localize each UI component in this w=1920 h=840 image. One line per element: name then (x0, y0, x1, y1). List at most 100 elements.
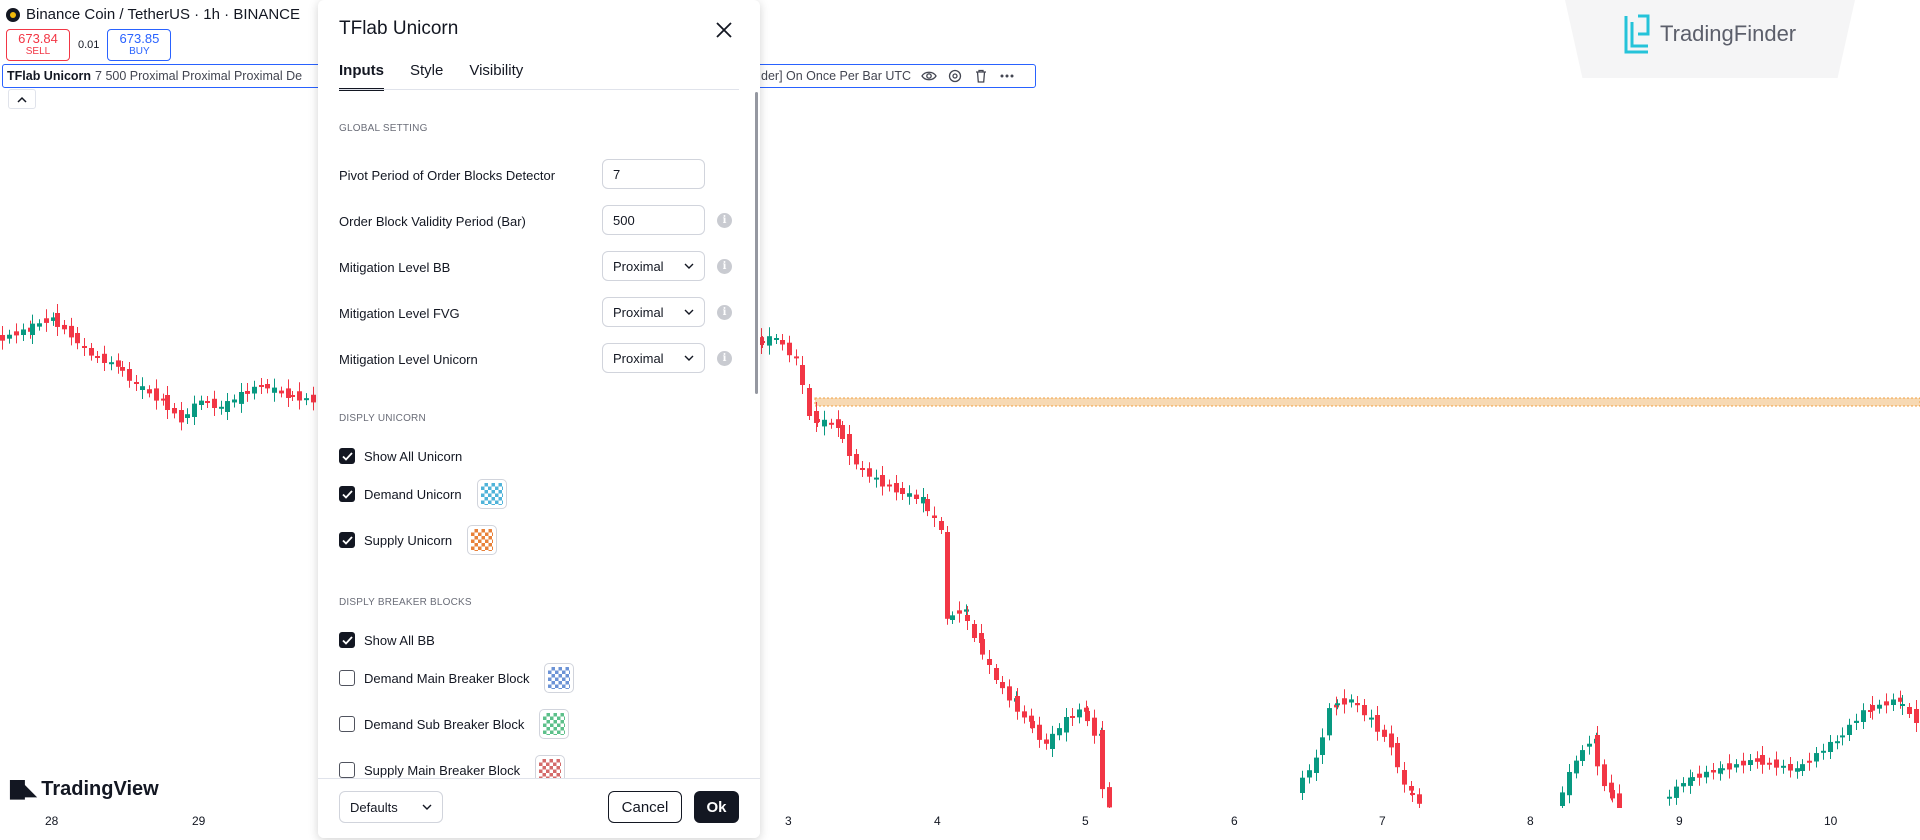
mitigation-unicorn-select[interactable]: Proximal (602, 343, 705, 373)
candle-body (874, 477, 879, 480)
scrollbar-thumb[interactable] (755, 92, 758, 394)
candle-body (1847, 724, 1852, 735)
show-all-bb-checkbox[interactable] (339, 632, 355, 648)
candle-body (127, 369, 132, 381)
tradingview-wordmark: TradingView (41, 778, 159, 800)
candle-body (55, 313, 60, 327)
info-icon[interactable]: i (717, 213, 732, 228)
candle-body (1767, 762, 1772, 765)
candle-body (219, 406, 224, 409)
candle-body (1748, 760, 1753, 765)
candle-body (854, 454, 859, 465)
supply-main-bb-checkbox[interactable] (339, 762, 355, 778)
supply-unicorn-option[interactable]: Supply Unicorn (339, 525, 498, 555)
candle-body (1720, 768, 1725, 771)
candle-body (1877, 704, 1882, 709)
candle-body (311, 394, 316, 403)
demand-main-bb-checkbox[interactable] (339, 670, 355, 686)
tab-inputs[interactable]: Inputs (339, 62, 384, 91)
chevron-down-icon (422, 804, 432, 810)
candle-body (1835, 741, 1840, 744)
candle-body (1107, 787, 1112, 808)
candle-body (259, 385, 264, 387)
mitigation-bb-label: Mitigation Level BB (339, 260, 451, 275)
symbol-title-bar[interactable]: Binance Coin / TetherUS · 1h · BINANCE (6, 6, 300, 23)
candle-body (1595, 735, 1600, 767)
demand-main-bb-color-swatch[interactable] (544, 663, 575, 693)
tab-visibility[interactable]: Visibility (469, 62, 524, 79)
candle-body (0, 335, 5, 341)
mitigation-fvg-select[interactable]: Proximal (602, 297, 705, 327)
show-all-bb-option[interactable]: Show All BB (339, 632, 435, 648)
candle-body (30, 323, 35, 335)
more-icon[interactable] (999, 68, 1015, 84)
chevron-up-icon (17, 96, 27, 103)
info-icon[interactable]: i (717, 259, 732, 274)
eye-icon[interactable] (921, 68, 937, 84)
candle-body (1070, 716, 1075, 718)
mitigation-unicorn-value: Proximal (613, 350, 664, 366)
defaults-dropdown[interactable]: Defaults (339, 791, 443, 823)
close-button[interactable] (710, 16, 738, 44)
demand-unicorn-option[interactable]: Demand Unicorn (339, 479, 507, 509)
indicator-settings-dialog: TFlab Unicorn Inputs Style Visibility GL… (318, 0, 760, 838)
candle-body (1389, 733, 1394, 748)
candle-body (1861, 710, 1866, 722)
candle-body (1609, 782, 1614, 793)
candle-body (44, 318, 49, 323)
candle-body (1007, 686, 1012, 701)
candle-body (1362, 705, 1367, 716)
candle-body (1395, 743, 1400, 768)
demand-unicorn-color-swatch[interactable] (476, 479, 507, 509)
check-icon (341, 535, 353, 545)
candle-body (957, 610, 962, 614)
candle-body (1342, 698, 1347, 705)
sell-button[interactable]: 673.84 SELL (6, 29, 70, 61)
color-swatch-fill (480, 483, 503, 505)
dialog-title: TFlab Unicorn (339, 18, 459, 39)
candle-body (199, 400, 204, 405)
inputs-panel[interactable]: GLOBAL SETTING Pivot Period of Order Blo… (318, 92, 760, 778)
candle-body (900, 488, 905, 494)
time-axis-label: 10 (1824, 814, 1838, 828)
candle-body (1854, 720, 1859, 723)
mitigation-bb-select[interactable]: Proximal (602, 251, 705, 281)
candle-body (1898, 697, 1903, 702)
supply-main-bb-color-swatch[interactable] (535, 755, 566, 778)
demand-sub-bb-checkbox[interactable] (339, 716, 355, 732)
candle-body (860, 468, 865, 470)
candle-body (1402, 770, 1407, 785)
show-all-unicorn-option[interactable]: Show All Unicorn (339, 448, 462, 464)
candle-body (89, 348, 94, 356)
candle-body (69, 325, 74, 338)
supply-unicorn-checkbox[interactable] (339, 532, 355, 548)
buy-label: BUY (129, 46, 150, 57)
cancel-button[interactable]: Cancel (608, 791, 682, 823)
demand-sub-bb-color-swatch[interactable] (539, 709, 570, 739)
supply-main-bb-option[interactable]: Supply Main Breaker Block (339, 755, 566, 778)
sell-price: 673.84 (18, 31, 58, 46)
ok-button[interactable]: Ok (694, 791, 739, 823)
demand-sub-bb-option[interactable]: Demand Sub Breaker Block (339, 709, 570, 739)
demand-unicorn-checkbox[interactable] (339, 486, 355, 502)
collapse-legend-button[interactable] (8, 89, 36, 109)
candle-body (829, 422, 834, 425)
buy-button[interactable]: 673.85 BUY (107, 29, 172, 61)
candle-body (1814, 753, 1819, 762)
candle-body (1667, 796, 1672, 799)
trash-icon[interactable] (973, 68, 989, 84)
candle-body (1807, 760, 1812, 763)
tab-style[interactable]: Style (410, 62, 444, 79)
info-icon[interactable]: i (717, 351, 732, 366)
candle-body (185, 414, 190, 418)
supply-unicorn-color-swatch[interactable] (467, 525, 498, 555)
validity-period-input[interactable]: 500 (602, 205, 705, 235)
show-all-unicorn-checkbox[interactable] (339, 448, 355, 464)
info-icon[interactable]: i (717, 305, 732, 320)
settings-icon[interactable] (947, 68, 963, 84)
pivot-period-input[interactable]: 7 (602, 159, 705, 189)
demand-main-bb-option[interactable]: Demand Main Breaker Block (339, 663, 575, 693)
candle-body (1781, 765, 1786, 768)
candle-body (1000, 682, 1005, 689)
